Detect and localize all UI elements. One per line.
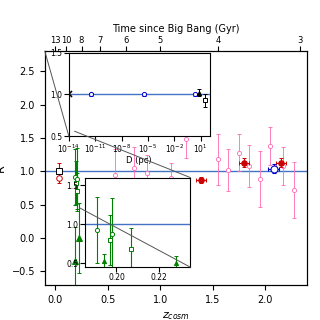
X-axis label: D (pc): D (pc)	[126, 156, 152, 165]
Y-axis label: R: R	[0, 164, 6, 172]
X-axis label: $z_\mathit{cosm}$: $z_\mathit{cosm}$	[162, 310, 190, 320]
X-axis label: Time since Big Bang (Gyr): Time since Big Bang (Gyr)	[112, 24, 240, 34]
